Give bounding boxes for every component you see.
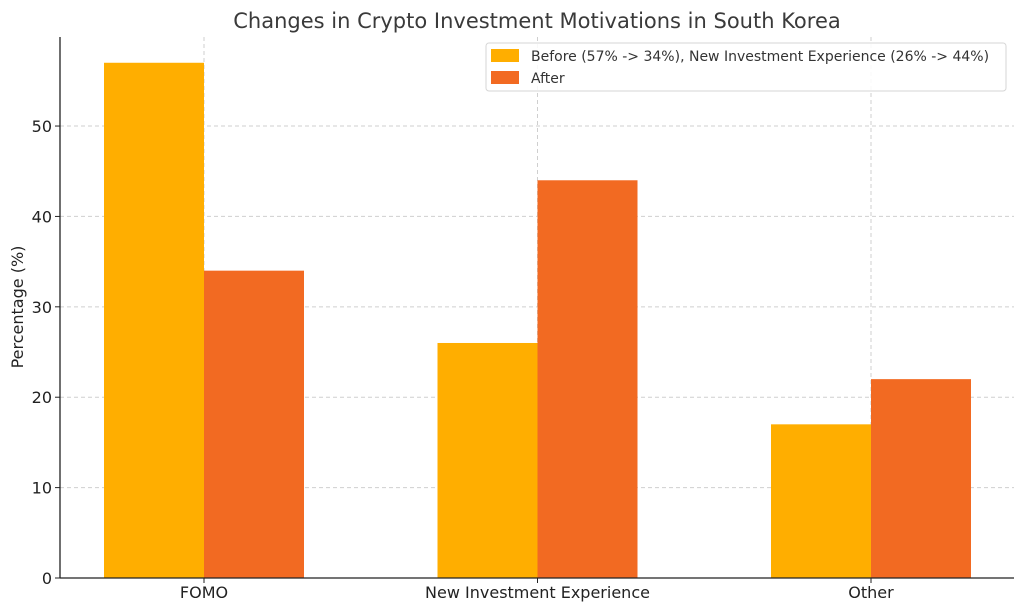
legend-label-before: Before (57% -> 34%), New Investment Expe…	[531, 49, 989, 65]
bar-new-investment-experience-series-after	[537, 180, 638, 579]
bar-fomo-series-after	[204, 270, 304, 578]
x-tick-label-other: Other	[848, 583, 894, 602]
y-tick-label-10: 10	[32, 479, 52, 498]
y-tick-label-0: 0	[42, 569, 52, 588]
bar-other-series-after	[871, 379, 971, 578]
bar-new-investment-experience-series-before	[437, 342, 538, 578]
legend-swatch-before	[491, 49, 519, 62]
y-ticks: 0 10 20 30 40 50	[32, 117, 60, 588]
bars	[104, 62, 971, 579]
legend: Before (57% -> 34%), New Investment Expe…	[485, 42, 1007, 92]
y-tick-label-50: 50	[32, 117, 52, 136]
bar-other-series-before	[771, 424, 871, 578]
legend-swatch-after	[491, 71, 519, 84]
y-axis-label: Percentage (%)	[8, 246, 27, 369]
y-tick-label-30: 30	[32, 298, 52, 317]
legend-box	[485, 42, 1007, 92]
legend-label-after: After	[531, 71, 565, 87]
y-tick-label-40: 40	[32, 207, 52, 226]
x-tick-label-fomo: FOMO	[180, 583, 228, 602]
x-tick-label-new-investment-experience: New Investment Experience	[425, 583, 650, 602]
bar-fomo-series-before	[104, 62, 204, 579]
x-ticks: FOMO New Investment Experience Other	[180, 578, 894, 602]
y-tick-label-20: 20	[32, 388, 52, 407]
chart-title: Changes in Crypto Investment Motivations…	[233, 9, 841, 33]
